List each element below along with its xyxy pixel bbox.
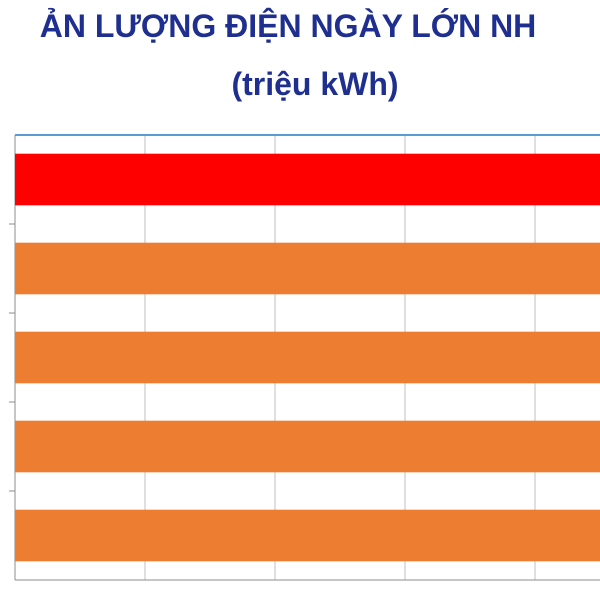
bar: [15, 242, 600, 295]
bar: [15, 509, 600, 562]
bar-highlight: [15, 153, 600, 206]
bars: [15, 153, 600, 562]
chart-subtitle: (triệu kWh): [231, 66, 399, 102]
bar: [15, 331, 600, 384]
bar: [15, 420, 600, 473]
chart-title: ẢN LƯỢNG ĐIỆN NGÀY LỚN NH: [39, 8, 537, 44]
